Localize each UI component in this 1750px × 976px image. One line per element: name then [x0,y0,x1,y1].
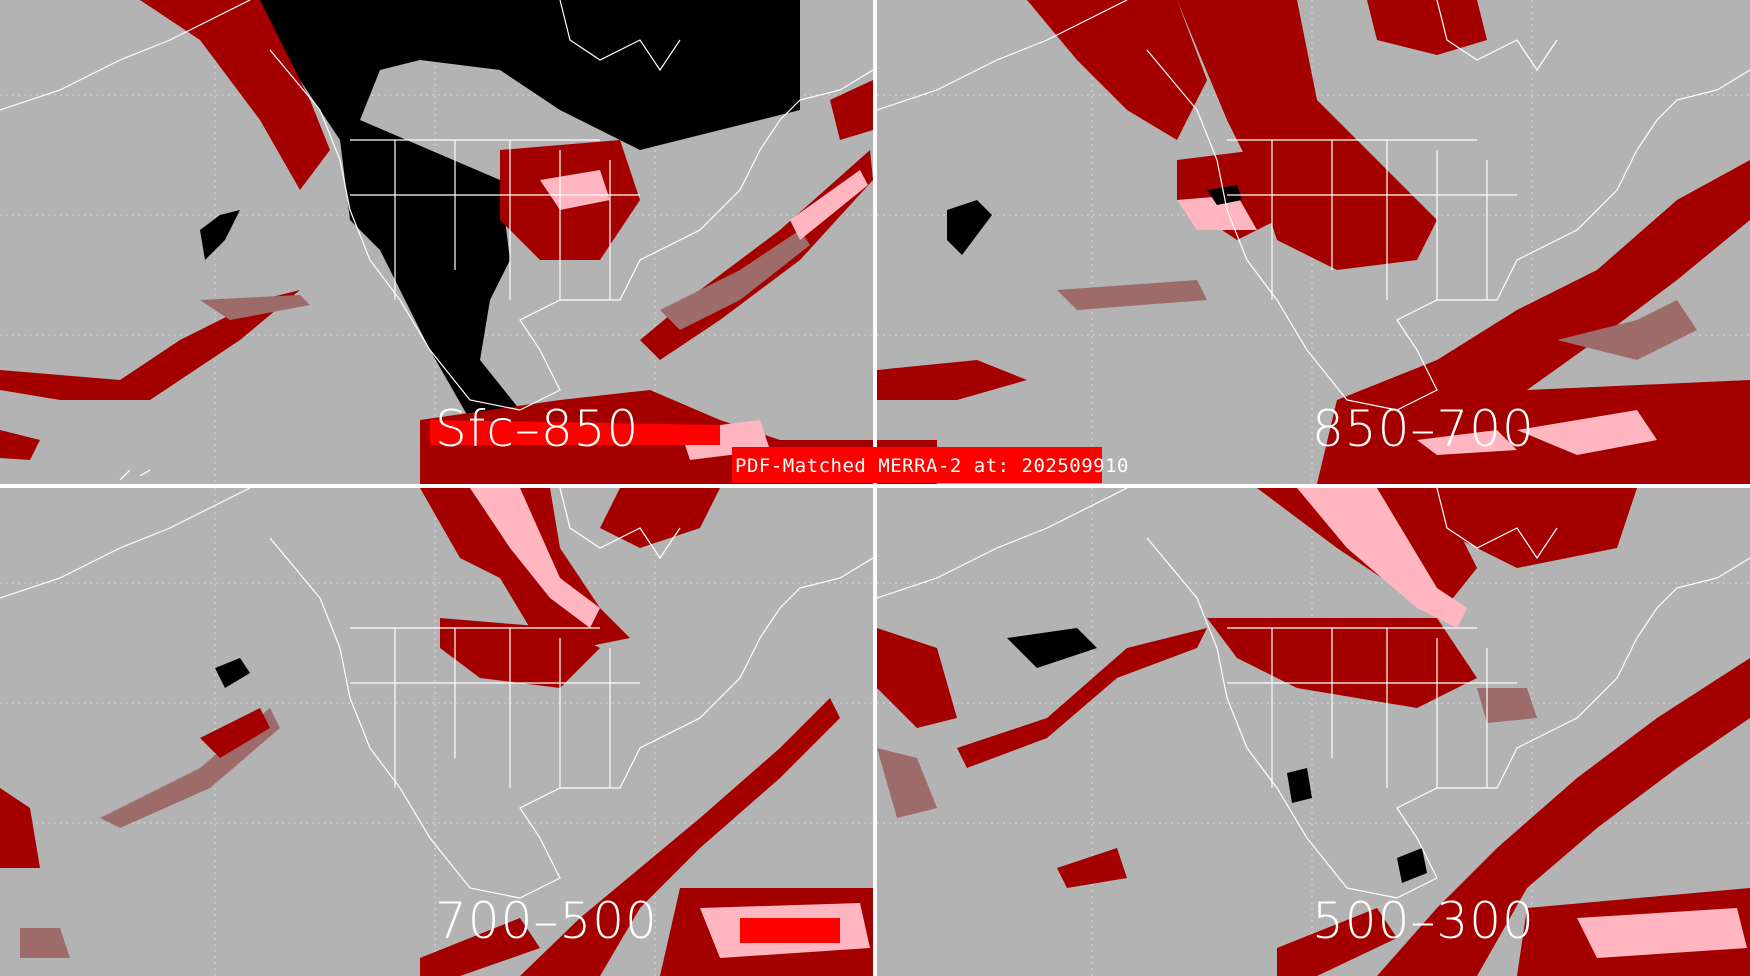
map-panel-700-500: 700–500 [0,488,873,976]
title-banner [732,447,1102,483]
layer-label: 850–700 [1312,400,1535,458]
layer-label: Sfc–850 [435,400,640,458]
map-panel-850-700: 850–700 [877,0,1750,484]
map-field-700-500 [0,488,873,976]
map-field-500-300 [877,488,1750,976]
figure-title: PDF-Matched MERRA-2 at: 202509910 [735,455,1129,477]
map-field-850-700 [877,0,1750,484]
layer-label: 500–300 [1312,892,1535,950]
layer-label: 700–500 [435,892,658,950]
map-panel-500-300: 500–300 [877,488,1750,976]
map-panel-sfc-850: Sfc–850 [0,0,873,484]
